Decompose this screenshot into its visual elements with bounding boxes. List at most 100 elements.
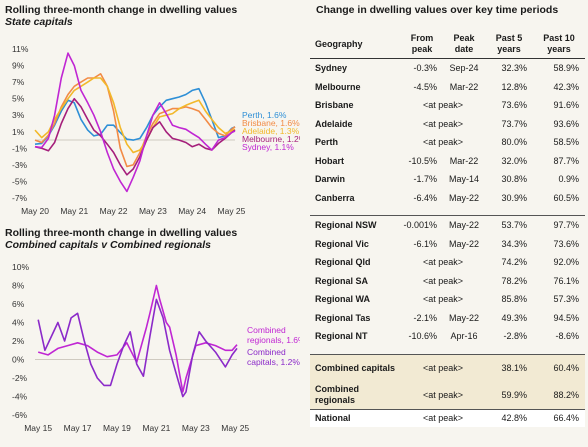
x-tick-label: May 22 xyxy=(100,206,128,216)
x-tick-label: May 24 xyxy=(178,206,206,216)
geography-cell: Regional WA xyxy=(315,294,371,305)
x-tick-label: May 23 xyxy=(139,206,167,216)
series-line-combined-regionals xyxy=(37,284,238,393)
y-tick-label: 4% xyxy=(12,318,25,328)
header-past-10-years: Past 10 years xyxy=(533,30,585,59)
y-tick-label: -6% xyxy=(12,410,28,420)
y-tick-label: -4% xyxy=(12,392,28,402)
past-5-years-cell: 78.2% xyxy=(501,275,527,286)
table-row: Combined capitals <at peak> 38.1% 60.4% xyxy=(310,354,585,382)
past-10-years-cell: 97.7% xyxy=(553,220,579,231)
y-tick-label: 0% xyxy=(12,355,25,365)
table-row: Canberra -6.4% May-22 30.9% 60.5% xyxy=(310,189,585,208)
past-5-years-cell: 34.3% xyxy=(501,238,527,249)
chart2-title-text: Rolling three-month change in dwelling v… xyxy=(5,227,238,239)
group-separator xyxy=(310,345,585,355)
peak-date-cell: Sep-24 xyxy=(449,63,479,74)
from-peak-cell: -6.4% xyxy=(413,192,437,203)
past-5-years-cell: 30.9% xyxy=(501,192,527,203)
x-tick-label: May 21 xyxy=(142,423,170,433)
past-10-years-cell: -8.6% xyxy=(555,331,579,342)
legend-label: Combined regionals, 1.6% xyxy=(247,325,300,345)
x-tick-label: May 21 xyxy=(60,206,88,216)
table-row: Darwin -1.7% May-14 30.8% 0.9% xyxy=(310,170,585,189)
legend-label: Adelaide, 1.3% xyxy=(242,126,300,136)
x-tick-label: May 20 xyxy=(21,206,49,216)
table-row: Regional SA <at peak> 78.2% 76.1% xyxy=(310,272,585,291)
table-row: Regional NSW -0.001% May-22 53.7% 97.7% xyxy=(310,216,585,235)
y-tick-label: 7% xyxy=(12,77,25,87)
geography-cell: Regional NT xyxy=(315,331,368,342)
series-line-combined-capitals xyxy=(37,298,238,398)
table-row: Regional WA <at peak> 85.8% 57.3% xyxy=(310,290,585,309)
chart2-title: Rolling three-month change in dwelling v… xyxy=(5,227,295,251)
past-10-years-cell: 73.6% xyxy=(553,238,579,249)
past-10-years-cell: 88.2% xyxy=(533,381,585,409)
past-10-years-cell: 60.5% xyxy=(553,192,579,203)
y-tick-label: 11% xyxy=(12,44,29,54)
past-10-years-cell: 58.9% xyxy=(553,63,579,74)
peak-date-cell: May-22 xyxy=(448,238,479,249)
peak-date-cell: May-14 xyxy=(448,174,479,185)
geography-cell: Darwin xyxy=(315,174,346,185)
peak-date-cell: Mar-22 xyxy=(449,155,479,166)
geography-cell: Combined capitals xyxy=(310,354,401,382)
y-tick-label: 8% xyxy=(12,281,25,291)
past-10-years-cell: 57.3% xyxy=(553,294,579,305)
past-10-years-cell: 58.5% xyxy=(553,137,579,148)
dwelling-values-table: Geography From peak Peak date Past 5 yea… xyxy=(310,30,585,427)
table-row: Melbourne -4.5% Mar-22 12.8% 42.3% xyxy=(310,78,585,97)
at-peak-cell: <at peak> xyxy=(422,257,464,268)
legend-label: Melbourne, 1.2% xyxy=(242,134,300,144)
table-row: Sydney -0.3% Sep-24 32.3% 58.9% xyxy=(310,59,585,78)
geography-cell: Canberra xyxy=(315,192,355,203)
past-5-years-cell: 85.8% xyxy=(501,294,527,305)
chart1-title: Rolling three-month change in dwelling v… xyxy=(5,4,295,28)
table-row: Regional Vic -6.1% May-22 34.3% 73.6% xyxy=(310,235,585,254)
header-from-peak: From peak xyxy=(401,30,443,59)
header-peak-date: Peak date xyxy=(443,30,485,59)
y-tick-label: 1% xyxy=(12,127,25,137)
past-10-years-cell: 87.7% xyxy=(553,155,579,166)
past-5-years-cell: 38.1% xyxy=(485,354,533,382)
series-line-perth xyxy=(34,87,236,145)
past-10-years-cell: 66.4% xyxy=(533,408,585,427)
peak-date-cell: Mar-22 xyxy=(449,81,479,92)
x-tick-label: May 19 xyxy=(103,423,131,433)
y-tick-label: 2% xyxy=(12,336,25,346)
geography-cell: National xyxy=(310,408,401,427)
geography-cell: Regional Tas xyxy=(315,312,371,323)
peak-date-cell: May-22 xyxy=(448,220,479,231)
past-5-years-cell: 12.8% xyxy=(501,81,527,92)
peak-date-cell: May-22 xyxy=(448,312,479,323)
state-capitals-chart: 11% 9% 7% 5% 3% 1% -1% -3% -5% -7% May 20 May 21 May… xyxy=(12,44,300,216)
x-tick-label: May 25 xyxy=(218,206,246,216)
from-peak-cell: -6.1% xyxy=(413,238,437,249)
y-tick-label: -1% xyxy=(12,143,28,153)
legend-label: Perth, 1.6% xyxy=(242,110,287,120)
geography-cell: Regional NSW xyxy=(315,220,377,231)
x-tick-label: May 25 xyxy=(221,423,249,433)
at-peak-cell: <at peak> xyxy=(422,137,464,148)
geography-cell: Regional SA xyxy=(315,275,369,286)
series-line-adelaide xyxy=(34,77,236,154)
from-peak-cell: -0.001% xyxy=(403,220,437,231)
table-row: Regional Qld <at peak> 74.2% 92.0% xyxy=(310,253,585,272)
past-5-years-cell: 73.6% xyxy=(501,100,527,111)
legend-label: Sydney, 1.1% xyxy=(242,142,294,152)
table-row: Adelaide <at peak> 73.7% 93.6% xyxy=(310,115,585,134)
geography-cell: Regional Vic xyxy=(315,238,369,249)
at-peak-cell: <at peak> xyxy=(422,294,464,305)
y-tick-label: -5% xyxy=(12,176,28,186)
at-peak-cell: <at peak> xyxy=(401,354,485,382)
past-5-years-cell: 59.9% xyxy=(485,381,533,409)
geography-cell: Brisbane xyxy=(315,100,354,111)
table-header-row: Geography From peak Peak date Past 5 yea… xyxy=(310,30,585,59)
y-tick-label: 10% xyxy=(12,262,29,272)
from-peak-cell: -0.3% xyxy=(413,63,437,74)
at-peak-cell: <at peak> xyxy=(422,118,464,129)
chart1-subtitle: State capitals xyxy=(5,16,73,28)
from-peak-cell: -1.7% xyxy=(413,174,437,185)
x-tick-label: May 23 xyxy=(182,423,210,433)
header-past-5-years: Past 5 years xyxy=(485,30,533,59)
